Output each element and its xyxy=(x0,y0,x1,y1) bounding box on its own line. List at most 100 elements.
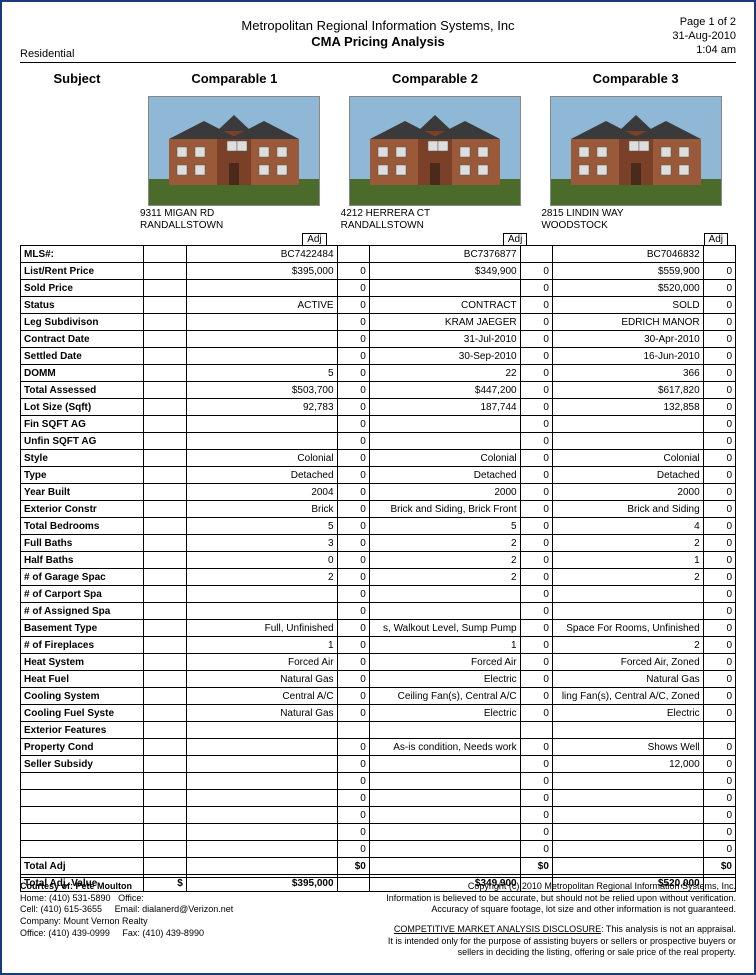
subject-value xyxy=(143,467,186,484)
comp3-photo xyxy=(550,96,722,206)
comp2-adj: 0 xyxy=(520,314,552,331)
comp3-address-line1: 2815 LINDIN WAY xyxy=(541,208,732,220)
comp2-value xyxy=(369,773,520,790)
comp3-adj: 0 xyxy=(703,603,735,620)
comp3-value xyxy=(552,824,703,841)
subject-value xyxy=(143,501,186,518)
comp3-value: Natural Gas xyxy=(552,671,703,688)
subject-value xyxy=(143,705,186,722)
comp1-adj: 0 xyxy=(337,467,369,484)
adj-label: Adj xyxy=(704,233,728,245)
table-row: Lot Size (Sqft)92,7830187,7440132,8580 xyxy=(21,399,736,416)
subject-value xyxy=(143,824,186,841)
comp1-value xyxy=(186,314,337,331)
comp3-adj: 0 xyxy=(703,450,735,467)
comp3-value xyxy=(552,416,703,433)
comp1-heading: Comparable 1 xyxy=(134,69,335,88)
company: Company: Mount Vernon Realty xyxy=(20,916,233,928)
comp1-adj: 0 xyxy=(337,399,369,416)
comp3-value xyxy=(552,433,703,450)
comp1-value: 0 xyxy=(186,552,337,569)
comp1-adj: 0 xyxy=(337,807,369,824)
email: Email: dialanerd@Verizon.net xyxy=(115,904,234,914)
comp1-value: Forced Air xyxy=(186,654,337,671)
comp2-adj: 0 xyxy=(520,365,552,382)
comp1-adj: 0 xyxy=(337,501,369,518)
divider xyxy=(20,877,736,878)
table-row: # of Assigned Spa000 xyxy=(21,603,736,620)
comp2-value xyxy=(369,280,520,297)
document-page: Residential Metropolitan Regional Inform… xyxy=(0,0,756,975)
subject-value xyxy=(143,331,186,348)
comp2-value xyxy=(369,586,520,603)
comp3-adj: 0 xyxy=(703,688,735,705)
comp3-adj: $0 xyxy=(703,858,735,875)
comp1-adj: 0 xyxy=(337,637,369,654)
comp3-adj xyxy=(703,722,735,739)
row-label: # of Fireplaces xyxy=(21,637,144,654)
table-row: 000 xyxy=(21,824,736,841)
table-row: Year Built200402000020000 xyxy=(21,484,736,501)
comp2-adj: 0 xyxy=(520,773,552,790)
comp2-value: 187,744 xyxy=(369,399,520,416)
table-row: Total Adj$0$0$0 xyxy=(21,858,736,875)
comp1-value: 3 xyxy=(186,535,337,552)
comp2-value: 31-Jul-2010 xyxy=(369,331,520,348)
comp3-adj: 0 xyxy=(703,467,735,484)
comp1-adj: 0 xyxy=(337,535,369,552)
comp1-photo xyxy=(148,96,320,206)
subject-value xyxy=(143,569,186,586)
comp2-adj: 0 xyxy=(520,501,552,518)
comp2-value: $447,200 xyxy=(369,382,520,399)
comp1-value xyxy=(186,773,337,790)
subject-value xyxy=(143,637,186,654)
comp3-adj: 0 xyxy=(703,671,735,688)
comp3-adj: 0 xyxy=(703,705,735,722)
row-label: MLS#: xyxy=(21,246,144,263)
comp2-value xyxy=(369,416,520,433)
report-footer: Courtesy of: Pete Moulton Home: (410) 53… xyxy=(20,877,736,959)
comp3-value: 16-Jun-2010 xyxy=(552,348,703,365)
subject-value xyxy=(143,773,186,790)
comp3-adj: 0 xyxy=(703,586,735,603)
comp2-value xyxy=(369,433,520,450)
comp3-heading: Comparable 3 xyxy=(535,69,736,88)
comp3-value: 2000 xyxy=(552,484,703,501)
comp3-adj: 0 xyxy=(703,620,735,637)
comp1-adj: $0 xyxy=(337,858,369,875)
comp1-adj: 0 xyxy=(337,518,369,535)
comp1-adj: 0 xyxy=(337,263,369,280)
subject-value xyxy=(143,688,186,705)
home-phone: Home: (410) 531-5890 xyxy=(20,893,111,903)
table-row: Basement TypeFull, Unfinished0s, Walkout… xyxy=(21,620,736,637)
comp2-adj: 0 xyxy=(520,280,552,297)
row-label: Lot Size (Sqft) xyxy=(21,399,144,416)
table-row: Sold Price00$520,0000 xyxy=(21,280,736,297)
subject-value xyxy=(143,280,186,297)
comp2-value: 22 xyxy=(369,365,520,382)
subject-value xyxy=(143,535,186,552)
comp1-adj: 0 xyxy=(337,484,369,501)
comp2-adj: $0 xyxy=(520,858,552,875)
comp1-value xyxy=(186,739,337,756)
comp2-value xyxy=(369,722,520,739)
disclosure-title: COMPETITIVE MARKET ANALYSIS DISCLOSURE xyxy=(394,924,601,934)
adj-label-row: Adj Adj Adj xyxy=(20,233,736,245)
row-label: Full Baths xyxy=(21,535,144,552)
comp3-adj: 0 xyxy=(703,263,735,280)
comp3-value xyxy=(552,722,703,739)
comp3-address-line2: WOODSTOCK xyxy=(541,220,732,232)
row-label: Status xyxy=(21,297,144,314)
comp3-value xyxy=(552,603,703,620)
comp1-value: Colonial xyxy=(186,450,337,467)
report-header: Residential Metropolitan Regional Inform… xyxy=(20,16,736,60)
comp3-adj: 0 xyxy=(703,280,735,297)
comp2-address-line1: 4212 HERRERA CT xyxy=(341,208,532,220)
row-label: # of Garage Spac xyxy=(21,569,144,586)
table-row: Settled Date030-Sep-2010016-Jun-20100 xyxy=(21,348,736,365)
comp1-adj: 0 xyxy=(337,705,369,722)
comp2-value: Electric xyxy=(369,671,520,688)
comp3-adj: 0 xyxy=(703,807,735,824)
row-label: Exterior Constr xyxy=(21,501,144,518)
comp2-value: 5 xyxy=(369,518,520,535)
